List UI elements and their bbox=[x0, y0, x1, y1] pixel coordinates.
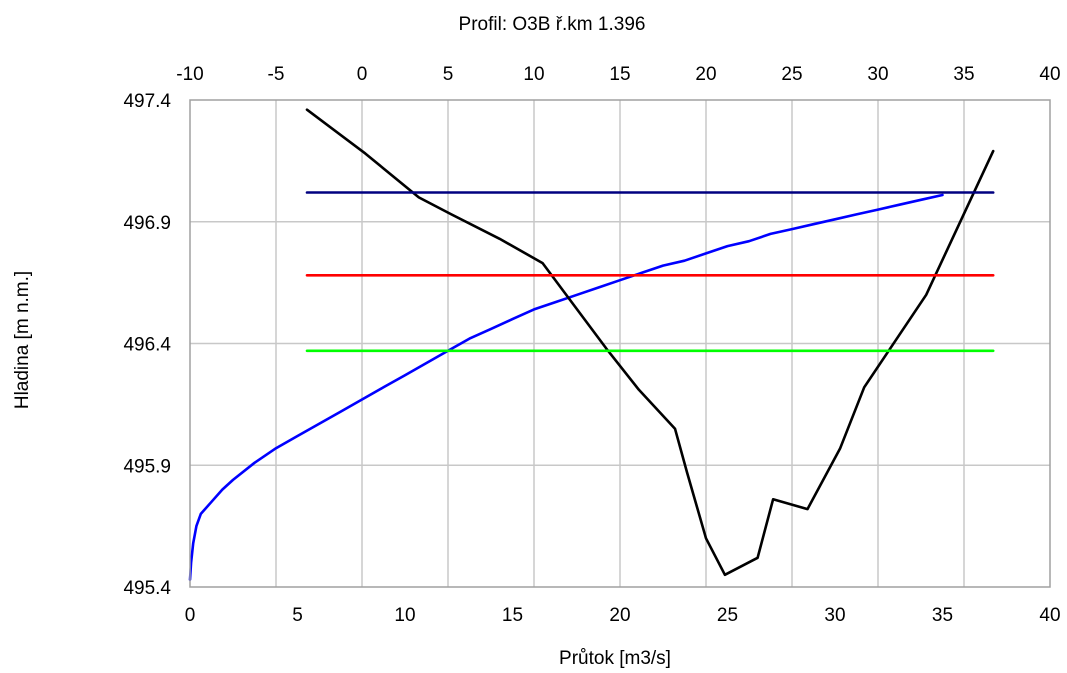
y-tick-label: 497.4 bbox=[123, 91, 171, 112]
y-tick-label: 496.9 bbox=[123, 213, 171, 234]
chart-title: Profil: O3B ř.km 1.396 bbox=[459, 14, 646, 35]
x2-tick-label: 5 bbox=[443, 64, 454, 85]
series-line-0 bbox=[188, 193, 944, 582]
x-tick-label: 0 bbox=[185, 605, 196, 626]
x-tick-label: 5 bbox=[292, 605, 303, 626]
x-tick-label: 10 bbox=[394, 605, 415, 626]
x2-tick-label: 0 bbox=[357, 64, 368, 85]
grid bbox=[190, 100, 1050, 587]
x2-tick-label: -5 bbox=[268, 64, 285, 85]
x2-tick-label: 35 bbox=[953, 64, 974, 85]
x2-tick-label: 40 bbox=[1039, 64, 1060, 85]
x2-tick-label: -10 bbox=[176, 64, 203, 85]
tick-labels: 0 5 10 15 20 25 30 35 40 -10 -5 0 5 10 15 20 25 30 35 40 495… bbox=[123, 64, 1060, 626]
y-tick-label: 495.9 bbox=[123, 456, 171, 477]
x-tick-label: 35 bbox=[932, 605, 953, 626]
x-tick-label: 15 bbox=[502, 605, 523, 626]
y-axis-title: Hladina [m n.m.] bbox=[12, 271, 33, 409]
x-axis-title: Průtok [m3/s] bbox=[559, 648, 671, 669]
x2-tick-label: 15 bbox=[609, 64, 630, 85]
x-tick-label: 30 bbox=[824, 605, 845, 626]
x2-tick-label: 20 bbox=[695, 64, 716, 85]
x2-tick-label: 10 bbox=[523, 64, 544, 85]
x2-tick-label: 25 bbox=[781, 64, 802, 85]
x-tick-label: 25 bbox=[717, 605, 738, 626]
x2-tick-label: 30 bbox=[867, 64, 888, 85]
x-tick-label: 20 bbox=[609, 605, 630, 626]
y-tick-label: 495.4 bbox=[123, 578, 171, 599]
y-tick-label: 496.4 bbox=[123, 335, 171, 356]
series-line-1 bbox=[305, 108, 995, 577]
x-tick-label: 40 bbox=[1039, 605, 1060, 626]
plot-frame bbox=[189, 99, 1051, 588]
plot-area bbox=[188, 108, 995, 582]
